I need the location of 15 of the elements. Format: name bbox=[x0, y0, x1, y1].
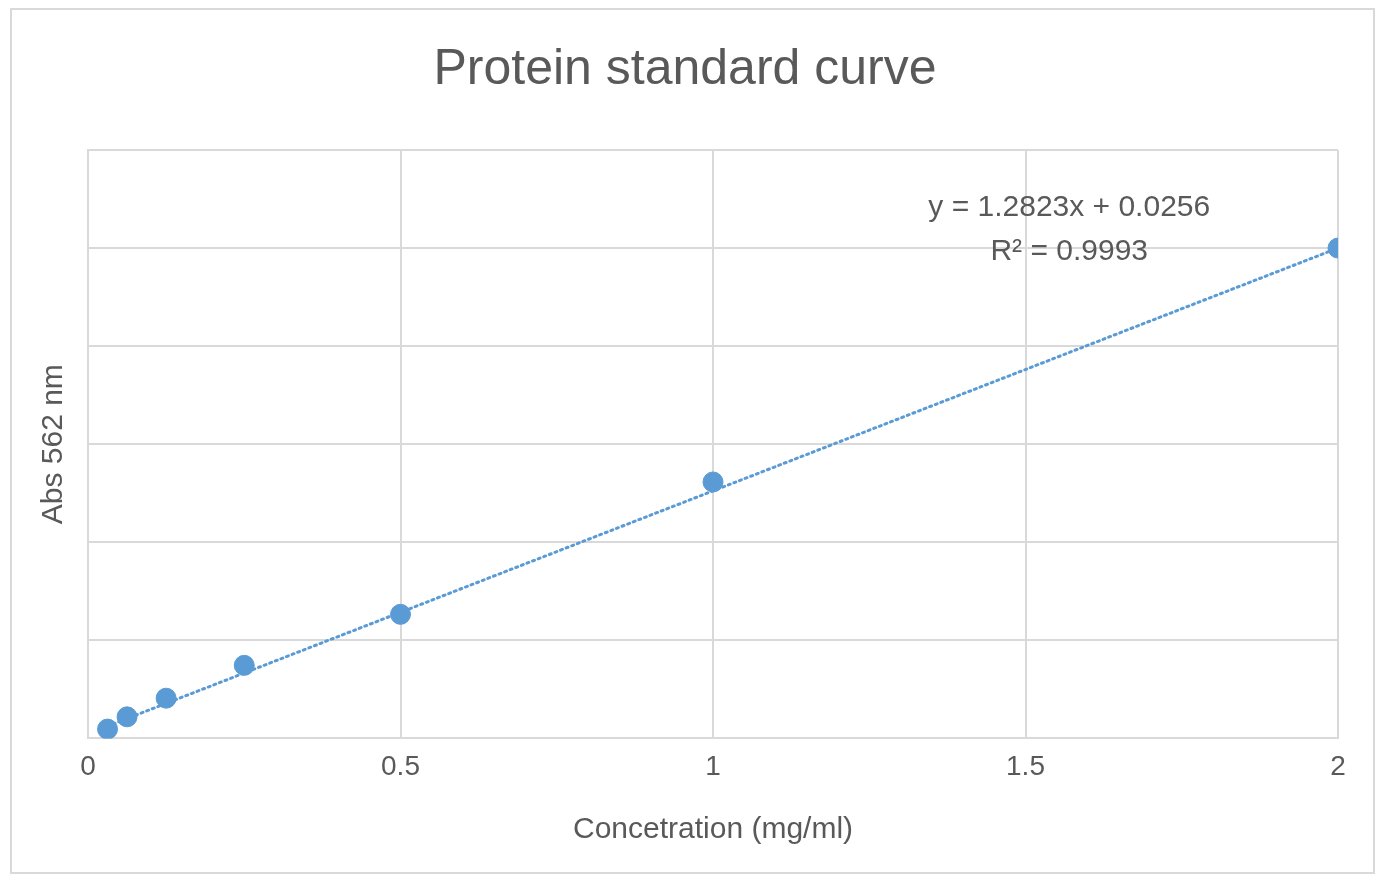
point bbox=[116, 706, 138, 728]
x-tick-label: 1.5 bbox=[1006, 749, 1045, 781]
point bbox=[155, 687, 177, 709]
point bbox=[233, 654, 255, 676]
x-tick-label: 1 bbox=[705, 749, 721, 781]
x-tick-label: 2 bbox=[1330, 749, 1346, 781]
annotation: R² = 0.9993 bbox=[990, 233, 1149, 267]
point bbox=[97, 718, 119, 739]
x-tick-label: 0 bbox=[80, 749, 96, 781]
x-tick-label: 0.5 bbox=[381, 749, 420, 781]
y-axis-title: Abs 562 nm bbox=[35, 364, 69, 525]
chart-title: Protein standard curve bbox=[433, 38, 937, 95]
text: y = 1.2823x + 0.0256 bbox=[928, 189, 1211, 223]
x-axis-title: Concetration (mg/ml) bbox=[572, 811, 854, 845]
point bbox=[390, 603, 411, 625]
